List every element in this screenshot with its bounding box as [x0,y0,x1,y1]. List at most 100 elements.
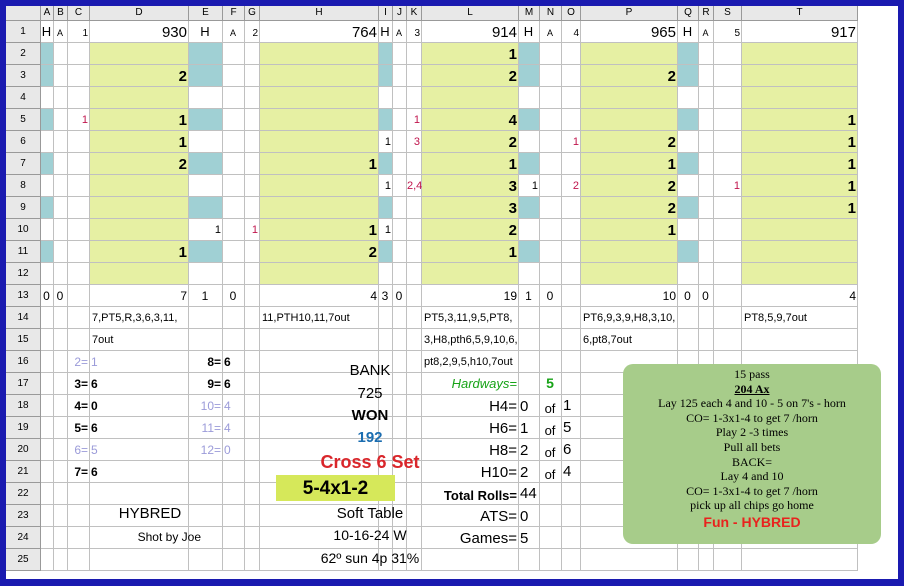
cell[interactable] [714,87,742,109]
cell[interactable] [540,527,562,549]
cell[interactable] [41,131,54,153]
cell[interactable] [540,175,562,197]
cell[interactable] [223,285,245,307]
cell[interactable] [90,549,189,571]
cell[interactable] [562,175,581,197]
cell[interactable] [407,87,422,109]
cell[interactable] [540,439,562,461]
cell[interactable] [68,65,90,87]
cell[interactable] [678,87,699,109]
cell[interactable] [41,505,54,527]
cell[interactable] [678,197,699,219]
cell[interactable] [678,65,699,87]
cell[interactable] [41,87,54,109]
cell[interactable] [581,197,678,219]
cell[interactable] [379,65,393,87]
cell[interactable] [742,109,858,131]
cell[interactable] [540,65,562,87]
cell[interactable] [519,43,540,65]
cell[interactable] [422,109,519,131]
cell[interactable] [519,197,540,219]
cell[interactable] [407,417,422,439]
cell[interactable] [260,87,379,109]
cell[interactable] [678,263,699,285]
cell[interactable] [519,439,540,461]
cell[interactable] [407,65,422,87]
cell[interactable] [90,65,189,87]
cell[interactable] [41,439,54,461]
cell[interactable] [699,153,714,175]
cell[interactable] [714,65,742,87]
cell[interactable] [260,505,379,527]
column-header-j[interactable]: J [393,6,407,21]
cell[interactable] [260,527,379,549]
cell[interactable] [54,109,68,131]
cell[interactable] [90,439,189,461]
cell[interactable] [90,373,189,395]
cell[interactable] [562,439,581,461]
cell[interactable] [68,285,90,307]
column-header-b[interactable]: B [54,6,68,21]
cell[interactable] [562,549,581,571]
cell[interactable] [68,87,90,109]
cell[interactable] [581,329,678,351]
cell[interactable] [245,461,260,483]
cell[interactable] [581,241,678,263]
cell[interactable] [189,549,223,571]
cell[interactable] [540,505,562,527]
cell[interactable] [562,219,581,241]
cell[interactable] [245,505,260,527]
row-header-2[interactable]: 2 [6,43,41,65]
cell[interactable] [54,285,68,307]
cell[interactable] [714,263,742,285]
cell[interactable] [260,263,379,285]
cell[interactable] [407,505,422,527]
cell[interactable] [540,219,562,241]
cell[interactable] [393,153,407,175]
cell[interactable] [223,351,245,373]
cell[interactable] [519,241,540,263]
cell[interactable] [540,329,562,351]
cell[interactable] [54,131,68,153]
cell[interactable] [540,43,562,65]
cell[interactable] [68,417,90,439]
cell[interactable] [41,483,54,505]
cell[interactable] [540,197,562,219]
column-header-p[interactable]: P [581,6,678,21]
cell[interactable] [581,65,678,87]
cell[interactable] [519,549,540,571]
cell[interactable] [393,21,407,43]
cell[interactable] [245,131,260,153]
cell[interactable] [519,263,540,285]
cell[interactable] [41,109,54,131]
cell[interactable] [562,307,581,329]
cell[interactable] [422,505,519,527]
cell[interactable] [562,241,581,263]
cell[interactable] [189,175,223,197]
cell[interactable] [422,461,519,483]
cell[interactable] [223,43,245,65]
cell[interactable] [562,461,581,483]
cell[interactable] [422,285,519,307]
cell[interactable] [223,395,245,417]
cell[interactable] [41,329,54,351]
cell[interactable] [581,153,678,175]
row-header-16[interactable]: 16 [6,351,41,373]
cell[interactable] [260,417,379,439]
cell[interactable] [379,307,393,329]
row-header-17[interactable]: 17 [6,373,41,395]
cell[interactable] [519,395,540,417]
cell[interactable] [519,153,540,175]
column-header-l[interactable]: L [422,6,519,21]
cell[interactable] [699,21,714,43]
cell[interactable] [223,131,245,153]
cell[interactable] [379,131,393,153]
cell[interactable] [714,549,742,571]
row-header-5[interactable]: 5 [6,109,41,131]
cell[interactable] [562,395,581,417]
cell[interactable] [581,307,678,329]
cell[interactable] [714,175,742,197]
cell[interactable] [393,483,407,505]
cell[interactable] [379,87,393,109]
cell[interactable] [379,549,393,571]
